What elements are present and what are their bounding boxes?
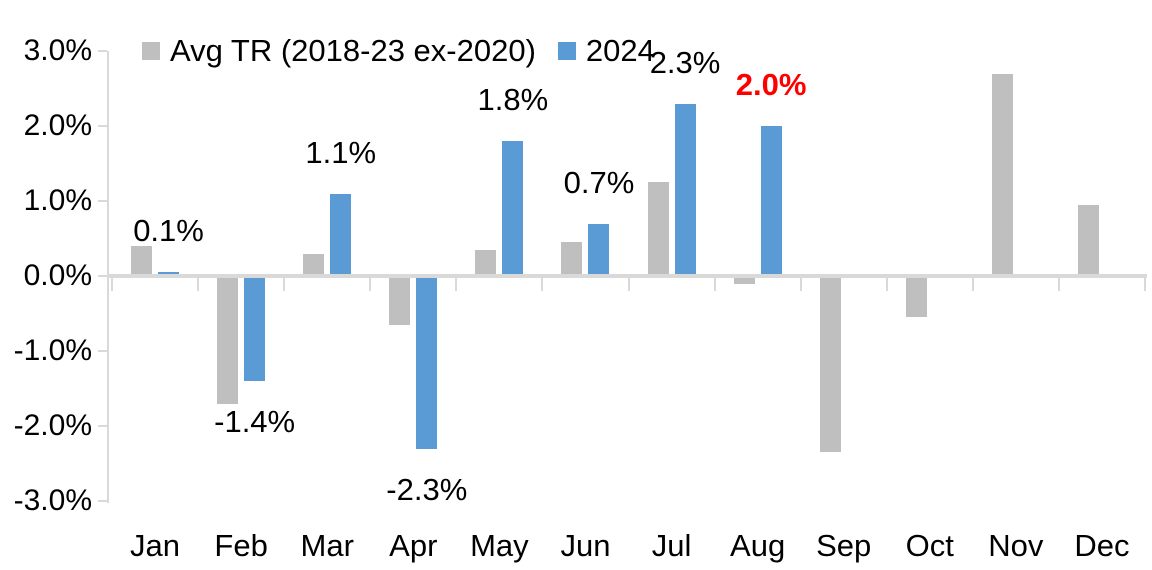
x-axis-label-jan: Jan — [130, 528, 181, 563]
bar-2024-jul — [674, 103, 696, 276]
x-axis-label-feb: Feb — [214, 528, 268, 563]
bar-2024-feb — [244, 276, 266, 381]
x-axis-label-oct: Oct — [905, 528, 954, 563]
bar-2024-jun — [588, 223, 610, 276]
x-axis-tick — [713, 278, 716, 291]
y-axis-tick — [98, 200, 107, 202]
y-axis-line — [107, 51, 109, 503]
bar-avg-dec — [1077, 204, 1099, 276]
bar-avg-nov — [991, 73, 1013, 276]
x-axis-tick — [971, 278, 974, 291]
bar-avg-may — [475, 249, 497, 276]
legend-swatch-avg-tr — [142, 42, 160, 60]
x-axis-line — [107, 274, 1147, 278]
y-axis-tick — [98, 275, 107, 277]
x-axis-tick — [799, 278, 802, 291]
bar-2024-mar — [330, 193, 352, 276]
bar-avg-sep — [819, 276, 841, 453]
bar-2024-aug — [760, 126, 782, 276]
x-axis-label-apr: Apr — [389, 528, 438, 563]
y-axis-label: -1.0% — [13, 334, 92, 367]
legend-swatch-2024 — [557, 42, 576, 60]
data-label-jun: 0.7% — [563, 164, 635, 200]
x-axis-tick — [455, 278, 458, 291]
legend-label-avg-tr: Avg TR (2018-23 ex-2020) — [170, 33, 536, 68]
y-axis-tick — [98, 500, 107, 502]
x-axis-tick — [369, 278, 372, 291]
data-label-apr: -2.3% — [386, 471, 468, 507]
legend-label-2024: 2024 — [585, 33, 655, 68]
x-axis-tick — [1144, 278, 1146, 291]
y-axis-label: 3.0% — [23, 34, 92, 67]
data-label-feb: -1.4% — [214, 404, 296, 439]
y-axis-tick — [98, 350, 107, 352]
data-label-may: 1.8% — [477, 82, 549, 117]
y-axis-tick — [98, 425, 107, 427]
bar-avg-jan — [131, 246, 153, 276]
legend: Avg TR (2018-23 ex-2020) 2024 — [142, 33, 655, 68]
bar-avg-apr — [389, 276, 411, 325]
data-label-aug: 2.0% — [735, 67, 807, 102]
x-axis-label-aug: Aug — [730, 528, 786, 563]
y-axis-label: 2.0% — [23, 109, 92, 142]
y-axis-tick — [98, 125, 107, 127]
data-label-jan: 0.1% — [133, 213, 204, 249]
bar-avg-jun — [561, 242, 583, 276]
x-axis-label-dec: Dec — [1074, 528, 1130, 563]
y-axis-label: 1.0% — [23, 184, 92, 217]
x-axis-label-nov: Nov — [988, 528, 1044, 563]
x-axis-label-mar: Mar — [300, 528, 354, 563]
bar-avg-aug — [733, 276, 755, 284]
y-axis-tick — [98, 50, 107, 52]
bar-2024-apr — [416, 276, 438, 449]
bar-2024-may — [502, 141, 524, 276]
bar-avg-feb — [217, 276, 239, 404]
x-axis-tick — [1057, 278, 1060, 291]
y-axis-label: -3.0% — [13, 484, 92, 517]
x-axis-tick — [541, 278, 544, 291]
bar-avg-jul — [647, 182, 669, 276]
x-axis-tick — [197, 278, 200, 291]
bar-avg-oct — [905, 276, 927, 318]
x-axis-label-jul: Jul — [651, 528, 692, 563]
data-label-jul: 2.3% — [649, 44, 721, 80]
x-axis-label-sep: Sep — [816, 528, 872, 563]
x-axis-tick — [283, 278, 286, 291]
x-axis-label-jun: Jun — [560, 528, 611, 563]
x-axis-tick — [627, 278, 630, 291]
bar-avg-mar — [303, 253, 325, 276]
x-axis-label-may: May — [470, 528, 529, 563]
y-axis-label: 0.0% — [23, 259, 92, 292]
x-axis-tick — [885, 278, 888, 291]
data-label-mar: 1.1% — [305, 134, 377, 170]
y-axis-label: -2.0% — [13, 409, 92, 442]
x-axis-tick — [111, 278, 113, 291]
